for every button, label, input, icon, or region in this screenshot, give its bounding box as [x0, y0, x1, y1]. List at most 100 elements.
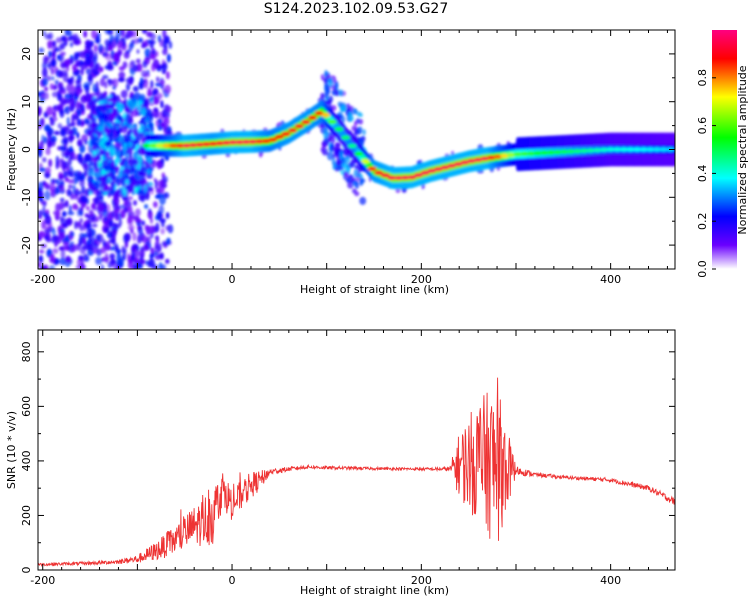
ridge-core — [327, 119, 337, 124]
noise-blob — [149, 101, 155, 106]
ridge-core — [420, 170, 430, 176]
noise-blob — [159, 179, 164, 188]
ridge-core — [573, 148, 583, 154]
noise-blob — [54, 130, 60, 136]
noise-blob — [147, 186, 154, 192]
noise-blob — [138, 170, 142, 177]
noise-blob — [48, 158, 53, 168]
noise-blob — [329, 136, 336, 144]
noise-blob — [75, 87, 82, 96]
noise-blob — [84, 139, 89, 145]
noise-blob — [50, 187, 54, 197]
noise-blob — [122, 233, 128, 244]
noise-blob — [42, 56, 49, 65]
noise-blob — [165, 71, 170, 80]
noise-blob — [52, 111, 57, 118]
noise-blob — [60, 99, 67, 105]
colorbar-label: Normalized spectral amplitude — [736, 65, 749, 234]
spectrogram-x-tick-label: 400 — [600, 273, 621, 286]
noise-blob — [109, 133, 115, 143]
noise-blob — [353, 169, 358, 178]
noise-blob — [52, 248, 59, 254]
noise-blob — [40, 117, 45, 127]
noise-blob — [38, 210, 43, 218]
noise-blob — [60, 35, 67, 42]
noise-blob — [127, 117, 134, 126]
noise-blob — [92, 122, 99, 128]
noise-blob — [76, 206, 81, 217]
noise-blob — [44, 215, 52, 225]
noise-blob — [79, 217, 83, 224]
noise-blob — [82, 253, 89, 262]
noise-blob — [77, 141, 84, 147]
ridge-core — [619, 147, 629, 152]
ridge-core — [347, 143, 357, 149]
noise-blob — [92, 242, 99, 249]
snr-y-tick-label: 400 — [20, 450, 33, 471]
noise-blob — [160, 157, 165, 164]
noise-blob — [122, 61, 128, 69]
ridge-core — [387, 175, 397, 181]
noise-blob — [95, 81, 99, 89]
snr-x-tick-label: 0 — [229, 574, 236, 587]
noise-blob — [166, 105, 172, 113]
noise-blob — [79, 121, 85, 126]
noise-blob — [67, 184, 73, 189]
noise-blob — [106, 120, 110, 129]
noise-blob — [74, 220, 78, 230]
noise-blob — [135, 164, 142, 170]
noise-blob — [153, 201, 158, 208]
noise-blob — [140, 259, 146, 265]
noise-blob — [80, 103, 84, 111]
noise-blob — [67, 179, 74, 184]
noise-blob — [44, 92, 49, 100]
ridge-core — [645, 147, 655, 152]
noise-blob — [115, 30, 122, 38]
noise-blob — [129, 186, 135, 194]
noise-blob — [126, 30, 134, 38]
noise-blob — [138, 120, 144, 125]
noise-blob — [38, 106, 43, 116]
noise-blob — [327, 80, 334, 88]
noise-blob — [64, 200, 69, 208]
noise-blob — [161, 109, 168, 118]
noise-blob — [69, 135, 74, 142]
noise-blob — [93, 44, 98, 53]
noise-blob — [77, 170, 82, 176]
noise-blob — [111, 162, 115, 167]
noise-blob — [104, 39, 110, 46]
noise-blob — [348, 111, 352, 118]
noise-blob — [78, 240, 82, 247]
noise-blob — [124, 179, 130, 185]
noise-blob — [91, 247, 99, 254]
noise-blob — [157, 118, 163, 124]
ridge-core — [208, 141, 218, 146]
noise-blob — [165, 225, 171, 231]
ridge-core — [380, 173, 390, 178]
noise-blob — [44, 167, 52, 174]
snr-y-tick-label: 0 — [20, 567, 33, 574]
noise-blob — [38, 230, 46, 238]
colorbar-tick-label: 0.4 — [696, 165, 709, 183]
noise-blob — [40, 243, 47, 248]
noise-blob — [90, 64, 96, 73]
noise-blob — [112, 107, 119, 116]
noise-blob — [336, 157, 341, 165]
noise-blob — [161, 264, 166, 269]
noise-blob — [98, 149, 106, 155]
noise-blob — [123, 138, 130, 144]
noise-blob — [101, 159, 106, 168]
noise-blob — [59, 185, 65, 191]
ridge-core — [413, 172, 423, 178]
noise-blob — [105, 240, 111, 250]
noise-blob — [104, 52, 112, 61]
noise-blob — [60, 51, 66, 56]
noise-blob — [118, 134, 125, 144]
spectrogram-y-tick-label: 0 — [20, 146, 33, 153]
noise-blob — [132, 95, 137, 104]
noise-blob — [94, 63, 99, 71]
noise-blob — [133, 200, 137, 206]
noise-blob — [72, 203, 78, 210]
noise-blob — [140, 79, 147, 84]
ridge-core — [354, 151, 364, 157]
